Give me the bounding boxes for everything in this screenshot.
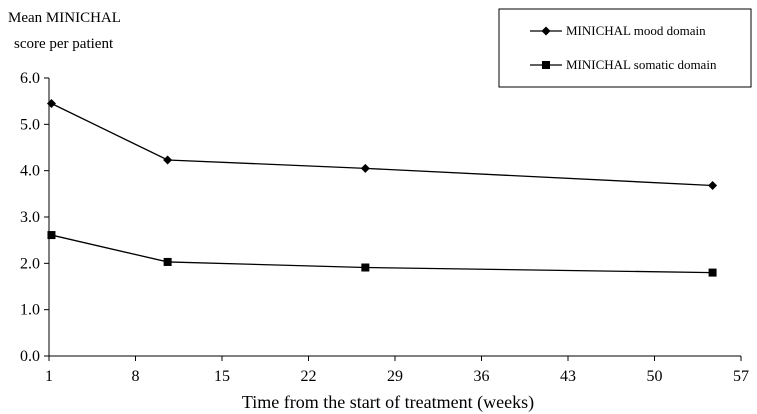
x-tick-label: 22 [301, 368, 317, 385]
y-axis-title-line-1: Mean MINICHAL [8, 10, 121, 26]
y-tick-label: 6.0 [20, 70, 40, 87]
x-tick-label: 43 [560, 368, 576, 385]
data-point-somatic [47, 231, 56, 240]
data-point-mood [360, 163, 370, 173]
y-axis-ticks: 0.0 1.0 2.0 3.0 4.0 5.0 6.0 [20, 70, 49, 365]
legend-box [498, 8, 752, 88]
legend: MINICHAL mood domain MINICHAL somatic dom… [498, 8, 752, 88]
series-layer [46, 98, 718, 277]
data-point-somatic [708, 268, 717, 277]
x-axis-ticks: 1 8 15 22 29 36 43 50 57 [45, 356, 749, 385]
data-point-somatic [163, 257, 172, 266]
y-tick-label: 5.0 [20, 116, 40, 133]
y-tick-label: 2.0 [20, 255, 40, 272]
data-point-somatic [361, 263, 370, 272]
data-point-mood [163, 155, 173, 165]
x-tick-label: 15 [214, 368, 230, 385]
legend-label: MINICHAL mood domain [566, 23, 706, 38]
x-tick-label: 50 [647, 368, 663, 385]
y-axis-title-line-2: score per patient [14, 36, 114, 52]
legend-label: MINICHAL somatic domain [566, 57, 717, 72]
y-tick-label: 1.0 [20, 302, 40, 319]
x-tick-label: 36 [474, 368, 490, 385]
series-line-somatic [51, 234, 713, 274]
y-tick-label: 0.0 [20, 348, 40, 365]
series-line-mood [51, 102, 713, 187]
y-tick-label: 4.0 [20, 163, 40, 180]
y-tick-label: 3.0 [20, 209, 40, 226]
x-tick-label: 8 [132, 368, 140, 385]
x-tick-label: 29 [387, 368, 403, 385]
legend-marker [542, 61, 550, 69]
data-point-mood [708, 180, 718, 190]
legend-marker [541, 26, 551, 36]
x-axis-title: Time from the start of treatment (weeks) [242, 392, 534, 413]
data-point-mood [46, 98, 56, 108]
x-tick-label: 57 [733, 368, 749, 385]
x-tick-label: 1 [45, 368, 53, 385]
